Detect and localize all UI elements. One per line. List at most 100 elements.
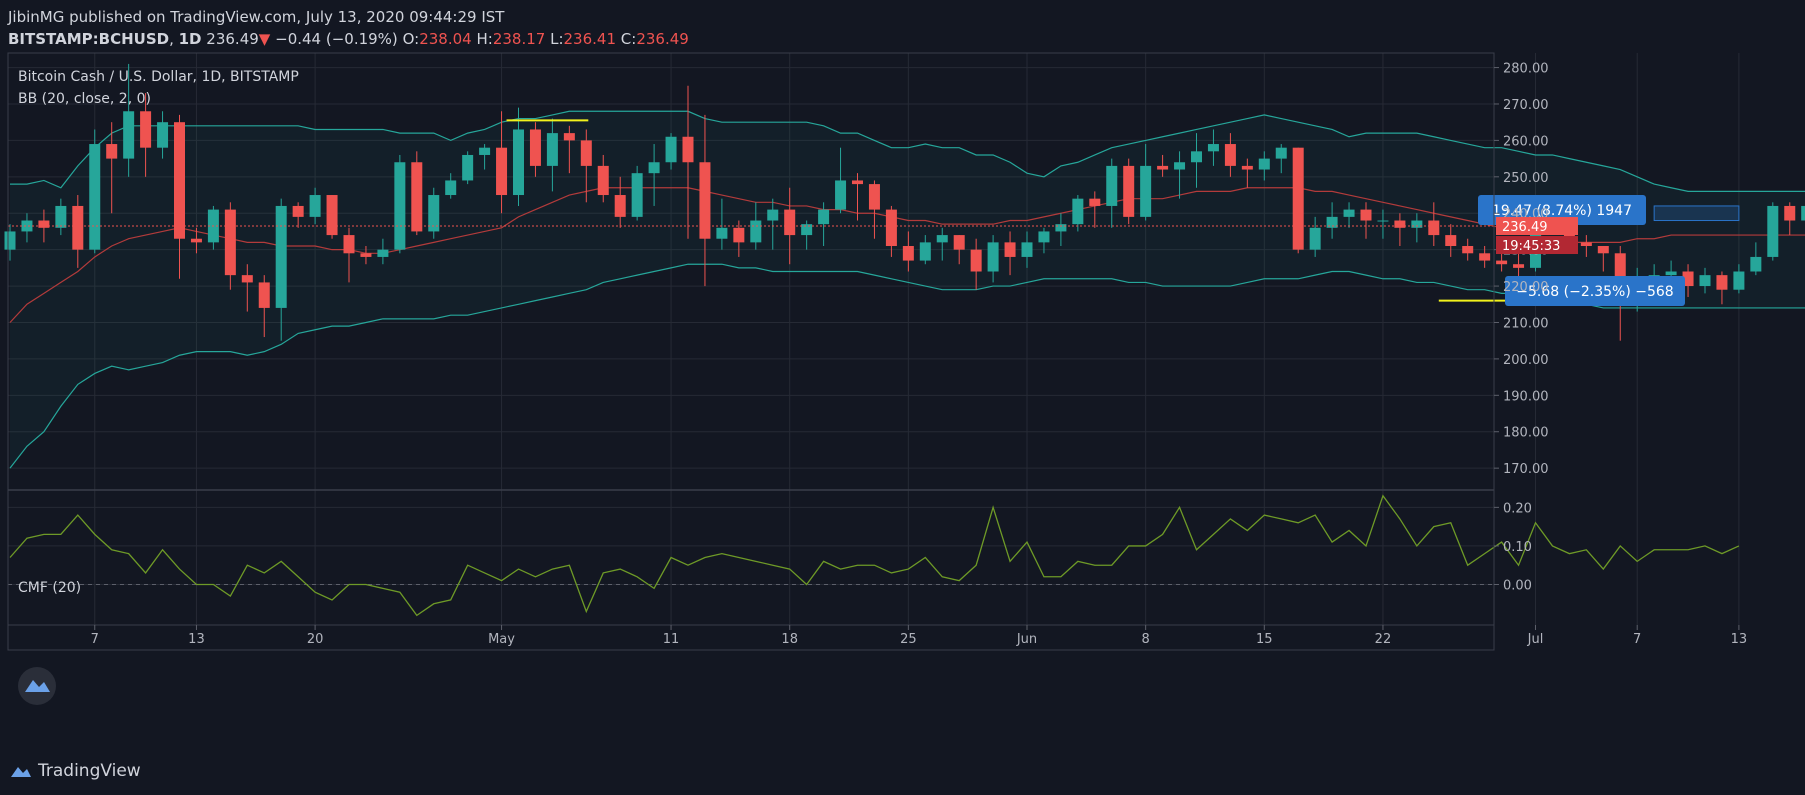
- cmf-tick-label: 0.10: [1503, 540, 1532, 555]
- cmf-tick-label: 0.20: [1503, 501, 1532, 516]
- candle: [699, 114, 711, 287]
- candle: [21, 213, 33, 243]
- candle: [1462, 238, 1474, 261]
- candle-body: [818, 209, 830, 225]
- candle: [326, 195, 338, 239]
- candle-body: [4, 231, 16, 250]
- candle-body: [665, 136, 677, 163]
- candle: [818, 202, 830, 247]
- open-value: 238.04: [419, 30, 472, 48]
- candle: [275, 198, 287, 341]
- candle: [580, 129, 592, 203]
- candle-body: [919, 242, 931, 261]
- candle-body: [1699, 275, 1711, 287]
- candle: [1224, 133, 1236, 177]
- price-change: −0.44 (−0.19%): [275, 30, 398, 48]
- candle-body: [1411, 220, 1423, 228]
- candle-body: [563, 133, 575, 141]
- candle: [1699, 267, 1711, 294]
- candle: [868, 180, 880, 239]
- y-tick-label: 260.00: [1503, 134, 1549, 149]
- candle: [140, 93, 152, 177]
- candle: [1801, 205, 1805, 221]
- candle-body: [157, 122, 169, 148]
- candle-body: [699, 162, 711, 239]
- candle: [1784, 202, 1796, 236]
- candle: [1750, 242, 1762, 276]
- candle-body: [174, 122, 185, 239]
- candle-body: [970, 249, 982, 272]
- candle-body: [1462, 246, 1474, 254]
- candle-body: [513, 129, 524, 196]
- cmf-legend: CMF (20): [18, 580, 81, 596]
- candle-body: [1021, 242, 1033, 257]
- chart-header: JibinMG published on TradingView.com, Ju…: [8, 6, 689, 50]
- candle: [614, 176, 626, 228]
- candle: [479, 144, 491, 170]
- candle-body: [1682, 271, 1694, 287]
- candle: [292, 202, 304, 228]
- x-tick-label: 7: [91, 632, 99, 647]
- candle-body: [1174, 162, 1186, 170]
- candle-body: [309, 195, 321, 217]
- footer-branding[interactable]: TradingView: [10, 761, 141, 781]
- measure-label-down[interactable]: −5.68 (−2.35%) −568: [1505, 276, 1685, 306]
- pane-frame: [7, 52, 1495, 651]
- candle: [1106, 158, 1118, 228]
- price-badge: [1496, 217, 1578, 236]
- y-tick-label: 170.00: [1503, 462, 1549, 477]
- candle-body: [38, 220, 50, 228]
- x-tick-label: 8: [1142, 632, 1150, 647]
- candle: [89, 129, 101, 254]
- pane-border: [7, 52, 1495, 651]
- publisher-name[interactable]: JibinMG: [8, 8, 65, 26]
- candle: [445, 173, 457, 199]
- candle-body: [1292, 147, 1304, 250]
- candle-body: [343, 235, 355, 254]
- low-label: L:: [550, 30, 564, 48]
- time-axis[interactable]: 7 13 20 May 11 18 25 Jun 8 15 22 Jul 7 13: [91, 625, 1748, 647]
- candle: [885, 205, 897, 257]
- candle: [1174, 151, 1186, 199]
- candle: [1377, 209, 1389, 239]
- candle: [767, 198, 779, 250]
- measure-label-down-bg: [1505, 276, 1685, 306]
- y-tick-label: 210.00: [1503, 316, 1549, 331]
- candle: [513, 107, 524, 206]
- candle-body: [241, 275, 253, 283]
- candle: [157, 111, 169, 159]
- candle-body: [1089, 198, 1101, 206]
- publish-info: JibinMG published on TradingView.com, Ju…: [8, 6, 689, 28]
- x-tick-label: 7: [1633, 632, 1641, 647]
- candle-body: [55, 205, 67, 228]
- candle-body: [1597, 246, 1609, 254]
- grid-lines: [8, 53, 1740, 625]
- candle-body: [885, 209, 897, 247]
- candle: [665, 133, 677, 170]
- x-tick-label: 25: [900, 632, 917, 647]
- measure-label-down-label: −5.68 (−2.35%) −568: [1516, 284, 1673, 300]
- candle: [631, 165, 643, 221]
- x-tick-label: 20: [307, 632, 324, 647]
- x-tick-label: 13: [188, 632, 205, 647]
- candle: [716, 198, 728, 250]
- candle-body: [1123, 165, 1135, 217]
- cmf-line: [9, 494, 1740, 617]
- candle-body: [1733, 271, 1745, 290]
- price-axis[interactable]: 280.00270.00260.00250.00240.00230.00220.…: [1494, 62, 1578, 594]
- tradingview-brand: TradingView: [38, 761, 141, 781]
- candle: [1275, 144, 1287, 174]
- candle: [258, 275, 270, 338]
- candle: [1513, 253, 1525, 279]
- candle: [343, 227, 355, 283]
- bb-fill-area: [10, 111, 1805, 469]
- symbol-name: BITSTAMP:BCHUSD: [8, 30, 170, 48]
- candle-body: [936, 235, 948, 243]
- candle-body: [801, 224, 813, 236]
- tradingview-cloud-icon[interactable]: [18, 667, 56, 705]
- candle: [462, 151, 474, 185]
- candle: [411, 151, 423, 236]
- candle: [1207, 129, 1219, 166]
- candle-body: [648, 162, 660, 174]
